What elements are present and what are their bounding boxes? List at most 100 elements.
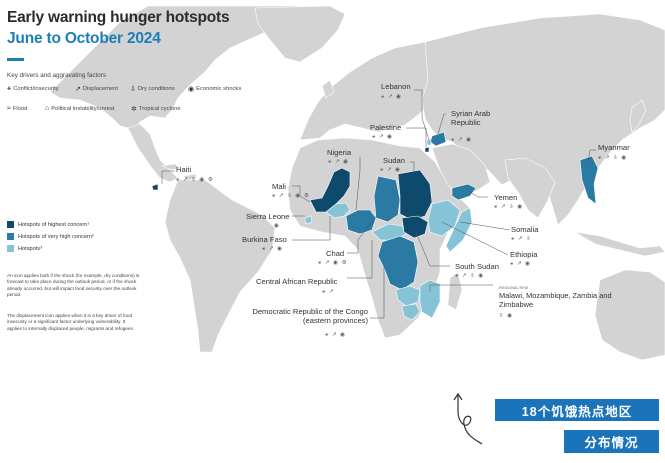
drc-area — [377, 235, 419, 291]
icons-chad: ⚹ ↗ ◉ ⚙ — [318, 260, 348, 266]
icons-sudan: ⚹ ↗ ◉ — [380, 167, 402, 173]
driver-political: ⌂ Political instability/unrest — [45, 105, 114, 112]
icons-burkina-faso: ⚹ ↗ ◉ — [262, 246, 284, 252]
yemen-area — [451, 183, 477, 201]
leader-drc — [370, 266, 385, 319]
leader-sudan — [410, 161, 415, 172]
legend-highest: Hotspots of highest concern¹ — [7, 221, 89, 228]
driver-label: Displacement — [82, 86, 118, 92]
icons-lebanon: ⚹ ↗ ◉ — [381, 94, 403, 100]
icons-somalia: ⚹ ↗ ⇩ — [511, 236, 532, 242]
leader-myanmar — [587, 149, 596, 163]
icons-ethiopia: ⚹ ↗ ◉ — [510, 261, 532, 267]
legend-swatch-highest — [7, 221, 14, 228]
icons-yemen: ⚹ ↗ ⇩ ◉ — [494, 204, 524, 210]
icons-palestine: ⚹ ↗ ◉ — [372, 134, 394, 140]
driver-label: Tropical cyclone — [138, 106, 181, 112]
footnote-icon: An icon applies both if the shock (for e… — [7, 273, 140, 298]
driver-label: Flood — [12, 105, 28, 112]
leader-chad — [347, 213, 379, 254]
icons-nigeria: ⚹ ↗ ◉ — [328, 159, 350, 165]
sudan-area — [397, 169, 433, 221]
label-lebanon: Lebanon — [381, 82, 411, 91]
flood-icon: ≈ — [7, 105, 11, 112]
legend-label: Hotspots of very high concern² — [18, 233, 94, 240]
arabia-land — [431, 143, 491, 199]
driver-dry-conditions: ⇩ Dry conditions — [130, 85, 175, 93]
leader-ethiopia — [441, 221, 509, 256]
madagascar-land — [447, 271, 463, 311]
label-nigeria: Nigeria — [327, 148, 352, 157]
car-area — [371, 223, 407, 241]
driver-label: Political instability/unrest — [51, 105, 115, 112]
zambia-area — [395, 285, 421, 307]
distribution-button[interactable]: 分布情况 — [564, 430, 659, 453]
japan-land — [629, 99, 647, 133]
icons-sierra-leone: ◉ — [274, 223, 280, 229]
label-palestine: Palestine — [370, 123, 402, 132]
driver-economic-shocks: ◉ Economic shocks — [188, 85, 241, 93]
mali-area — [309, 167, 351, 213]
caribbean-islands — [160, 163, 197, 181]
footnote-displacement: The displacement icon applies when it is… — [7, 313, 135, 331]
somalia-area — [445, 207, 473, 253]
page-subtitle: June to October 2024 — [7, 30, 161, 47]
driver-label: Dry conditions — [137, 86, 175, 92]
myanmar-area — [579, 155, 599, 205]
legend-swatch-hotspot — [7, 245, 14, 252]
dry-conditions-icon: ⇩ — [130, 86, 136, 93]
icons-southern-africa: ⇩ ◉ — [499, 313, 514, 319]
political-instability-icon: ⌂ — [45, 105, 50, 112]
driver-flood: ≈ Flood — [7, 105, 27, 112]
leader-mali — [292, 185, 311, 203]
displacement-icon: ↗ — [75, 86, 81, 93]
driver-conflict: ⚹ Conflict/insecurity — [7, 85, 59, 93]
icons-haiti: ⚹ ↗ ⇩ ◉ ⚙ — [176, 177, 214, 183]
haiti-area — [151, 183, 159, 191]
leader-burkina-faso — [292, 216, 331, 241]
conflict-icon: ⚹ — [7, 85, 12, 92]
label-sudan: Sudan — [383, 156, 405, 165]
regional-risk-tag: REGIONAL RISK — [499, 286, 529, 290]
uk-land — [321, 79, 335, 99]
sierra-leone-area — [304, 215, 313, 225]
burkina-faso-area — [325, 202, 351, 219]
leader-haiti — [161, 170, 175, 184]
south-sudan-area — [401, 215, 429, 239]
drivers-heading: Key drivers and aggravating factors — [7, 72, 107, 79]
label-south-sudan: South Sudan — [455, 262, 499, 271]
icons-syria: ⚹ ↗ ◉ — [451, 137, 473, 143]
hotspots-count-button[interactable]: 18个饥饿热点地区 — [495, 399, 659, 421]
label-syria: Syrian Arab Republic — [451, 109, 491, 127]
legend-swatch-very-high — [7, 233, 14, 240]
nigeria-area — [345, 209, 377, 235]
lebanon-area — [426, 138, 432, 146]
india-land — [504, 157, 556, 219]
icons-south-sudan: ⚹ ↗ ⇩ ◉ — [455, 273, 485, 279]
label-burkina-faso: Burkina Faso — [242, 235, 287, 244]
leader-car — [347, 240, 373, 279]
australia-land — [594, 269, 665, 361]
leader-lebanon — [414, 89, 430, 141]
tropical-cyclone-icon: ✲ — [131, 106, 137, 113]
chad-area — [373, 175, 401, 223]
title-underline — [7, 58, 24, 61]
leader-yemen — [469, 191, 488, 198]
label-car: Central African Republic — [256, 277, 338, 286]
legend-label: Hotspots of highest concern¹ — [18, 221, 90, 228]
icons-car: ⚹ ↗ — [322, 289, 335, 295]
driver-displacement: ↗ Displacement — [75, 85, 118, 93]
economic-shocks-icon: ◉ — [188, 86, 195, 93]
legend-very-high: Hotspots of very high concern² — [7, 233, 94, 240]
label-yemen: Yemen — [494, 193, 518, 202]
label-myanmar: Myanmar — [598, 143, 630, 152]
south-america-land — [164, 179, 276, 353]
driver-cyclone: ✲ Tropical cyclone — [131, 105, 181, 113]
leader-nigeria — [355, 157, 361, 211]
page-title: Early warning hunger hotspots — [7, 9, 230, 26]
palestine-area — [424, 146, 430, 153]
legend-label: Hotspots³ — [18, 245, 42, 252]
leader-somalia — [459, 221, 511, 231]
label-chad: Chad — [326, 249, 345, 258]
